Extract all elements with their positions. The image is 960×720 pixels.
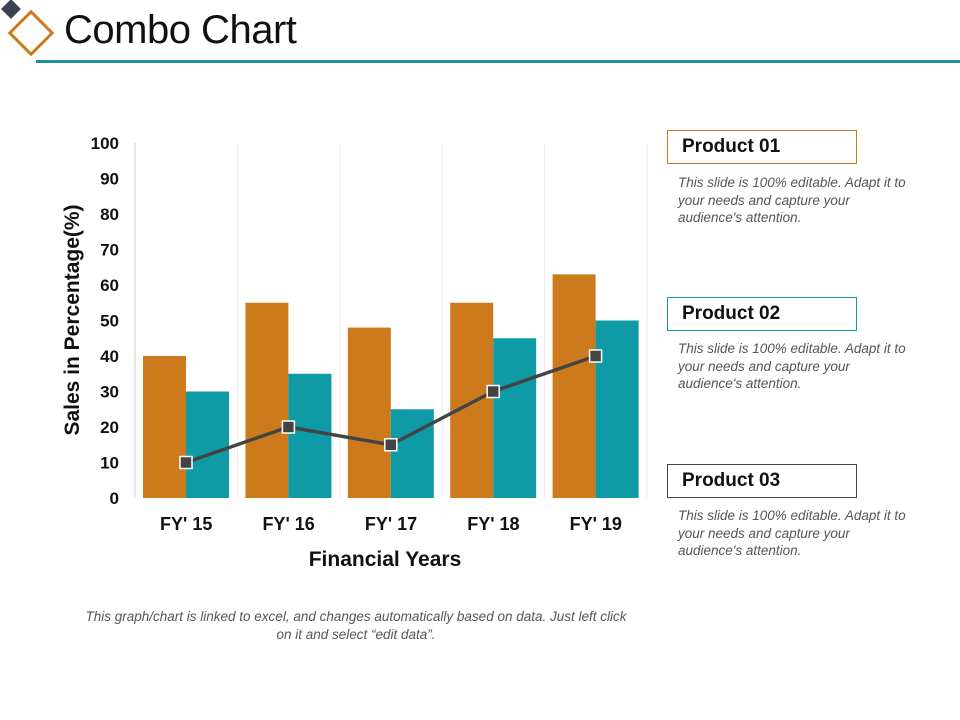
s1-bar-2	[245, 302, 289, 498]
y-tick-label: 70	[100, 241, 119, 260]
legend-product-02-description: This slide is 100% editable. Adapt it to…	[678, 341, 906, 391]
legend-product-02: Product 02	[667, 297, 857, 331]
line-marker-3	[384, 438, 398, 452]
footnote: This graph/chart is linked to excel, and…	[85, 609, 627, 642]
y-tick-label: 20	[100, 418, 119, 437]
s2-bar-3	[390, 409, 434, 498]
y-tick-label: 80	[100, 205, 119, 224]
x-tick-label: FY' 17	[365, 514, 417, 534]
y-tick-label: 90	[100, 170, 119, 189]
s2-bar-4	[493, 338, 537, 498]
combo-chart: 0 10 20 30 40 50 60 70 80 90 100 Sales in Percentag…	[61, 134, 648, 571]
x-tick-label: FY' 15	[160, 514, 212, 534]
x-tick-label: FY' 19	[570, 514, 622, 534]
y-tick-label: 40	[100, 347, 119, 366]
y-axis-title: Sales in Percentage(%)	[61, 204, 84, 435]
s1-bar-1	[143, 356, 186, 498]
x-axis-title: Financial Years	[309, 548, 462, 571]
s2-bar-2	[288, 373, 332, 498]
s1-bar-3	[347, 327, 391, 498]
legend-product-01-description: This slide is 100% editable. Adapt it to…	[678, 175, 906, 225]
line-marker-5	[588, 349, 603, 363]
s2-bar-1	[186, 391, 229, 498]
line-marker-4	[486, 384, 500, 399]
logo-diamond-icon	[1, 0, 55, 57]
page-title: Combo Chart	[64, 8, 297, 52]
y-tick-label: 0	[110, 489, 119, 508]
legend-product-03-description: This slide is 100% editable. Adapt it to…	[678, 508, 906, 558]
title-divider	[36, 60, 960, 63]
line-marker-2	[281, 420, 296, 434]
y-tick-label: 100	[91, 134, 119, 153]
s2-bar-5	[595, 320, 639, 498]
s1-bar-5	[552, 274, 596, 498]
y-tick-label: 30	[100, 383, 119, 402]
x-tick-label: FY' 18	[467, 514, 519, 534]
legend-product-01: Product 01	[667, 130, 857, 164]
x-tick-label: FY' 16	[262, 514, 314, 534]
line-marker-1	[179, 455, 193, 470]
legend-product-03: Product 03	[667, 464, 857, 498]
s1-bar-4	[450, 302, 494, 498]
y-tick-label: 10	[100, 454, 119, 473]
y-tick-label: 60	[100, 276, 119, 295]
y-tick-label: 50	[100, 312, 119, 331]
